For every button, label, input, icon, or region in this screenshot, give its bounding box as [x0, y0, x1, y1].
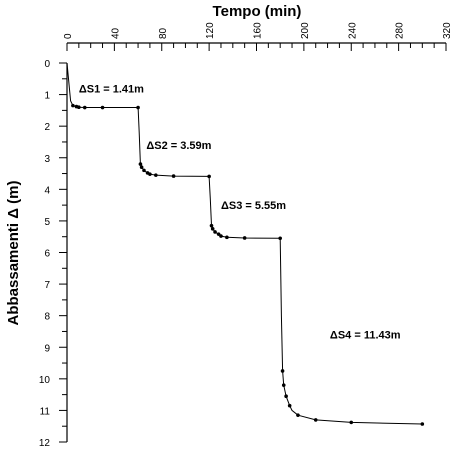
annotation-label: ΔS1 = 1.41m: [79, 83, 144, 95]
data-point: [207, 174, 211, 179]
x-tick-label: 80: [158, 27, 169, 39]
data-point: [209, 223, 214, 228]
x-axis: 0 40 80 120 160 200 240 280 320: [63, 22, 452, 51]
data-point: [142, 168, 146, 173]
x-tick-label: 280: [395, 22, 406, 39]
x-tick-label: 40: [110, 27, 121, 39]
series-line: [66, 62, 423, 425]
data-point: [313, 418, 318, 422]
y-tick-label: 0: [44, 59, 50, 70]
data-point: [82, 105, 87, 110]
x-tick-label: 0: [63, 33, 74, 39]
data-point: [219, 234, 223, 238]
y-tick-label: 6: [44, 249, 50, 260]
y-tick-label: 11: [40, 406, 51, 417]
x-tick-label: 160: [253, 22, 264, 39]
data-point: [100, 105, 105, 110]
data-point: [71, 103, 75, 108]
annotation-label: ΔS3 = 5.55m: [221, 200, 286, 212]
data-point: [225, 235, 229, 240]
data-point: [242, 236, 247, 240]
data-point: [139, 165, 144, 170]
x-tick-label: 120: [205, 22, 216, 39]
data-point: [296, 413, 300, 417]
data-point: [210, 227, 215, 231]
data-point: [148, 172, 152, 176]
data-point: [287, 403, 292, 408]
data-point: [213, 230, 217, 234]
data-point: [280, 369, 285, 373]
data-point: [349, 420, 354, 425]
data-point: [281, 383, 286, 387]
data-point: [138, 162, 143, 166]
data-point: [136, 105, 140, 110]
y-tick-label: 2: [44, 122, 50, 133]
x-axis-title: Tempo (min): [213, 3, 302, 20]
y-tick-label: 7: [44, 280, 50, 291]
data-point: [284, 394, 288, 399]
data-point: [154, 173, 158, 177]
y-axis-title: Abbassamenti Δ (m): [5, 181, 22, 326]
y-tick-label: 8: [44, 312, 50, 323]
data-point: [278, 236, 282, 241]
x-tick-label: 320: [442, 22, 452, 39]
y-tick-label: 4: [44, 185, 50, 196]
y-tick-label: 5: [44, 217, 50, 228]
x-tick-label: 240: [347, 22, 358, 39]
annotation-label: ΔS2 = 3.59m: [146, 140, 211, 152]
y-tick-label: 3: [44, 154, 50, 165]
annotation-layer: ΔS1 = 1.41m ΔS2 = 3.59m ΔS3 = 5.55m ΔS4 = 1…: [79, 83, 401, 341]
annotation-label: ΔS4 = 11.43m: [330, 330, 401, 342]
y-tick-label: 10: [39, 375, 51, 386]
x-tick-label: 200: [300, 22, 311, 39]
y-tick-label: 12: [39, 438, 51, 449]
data-point: [77, 105, 81, 110]
y-tick-label: 1: [44, 91, 50, 102]
series-layer: [66, 62, 425, 426]
data-point: [420, 422, 425, 426]
y-tick-label: 9: [44, 343, 50, 354]
data-point: [171, 174, 176, 178]
